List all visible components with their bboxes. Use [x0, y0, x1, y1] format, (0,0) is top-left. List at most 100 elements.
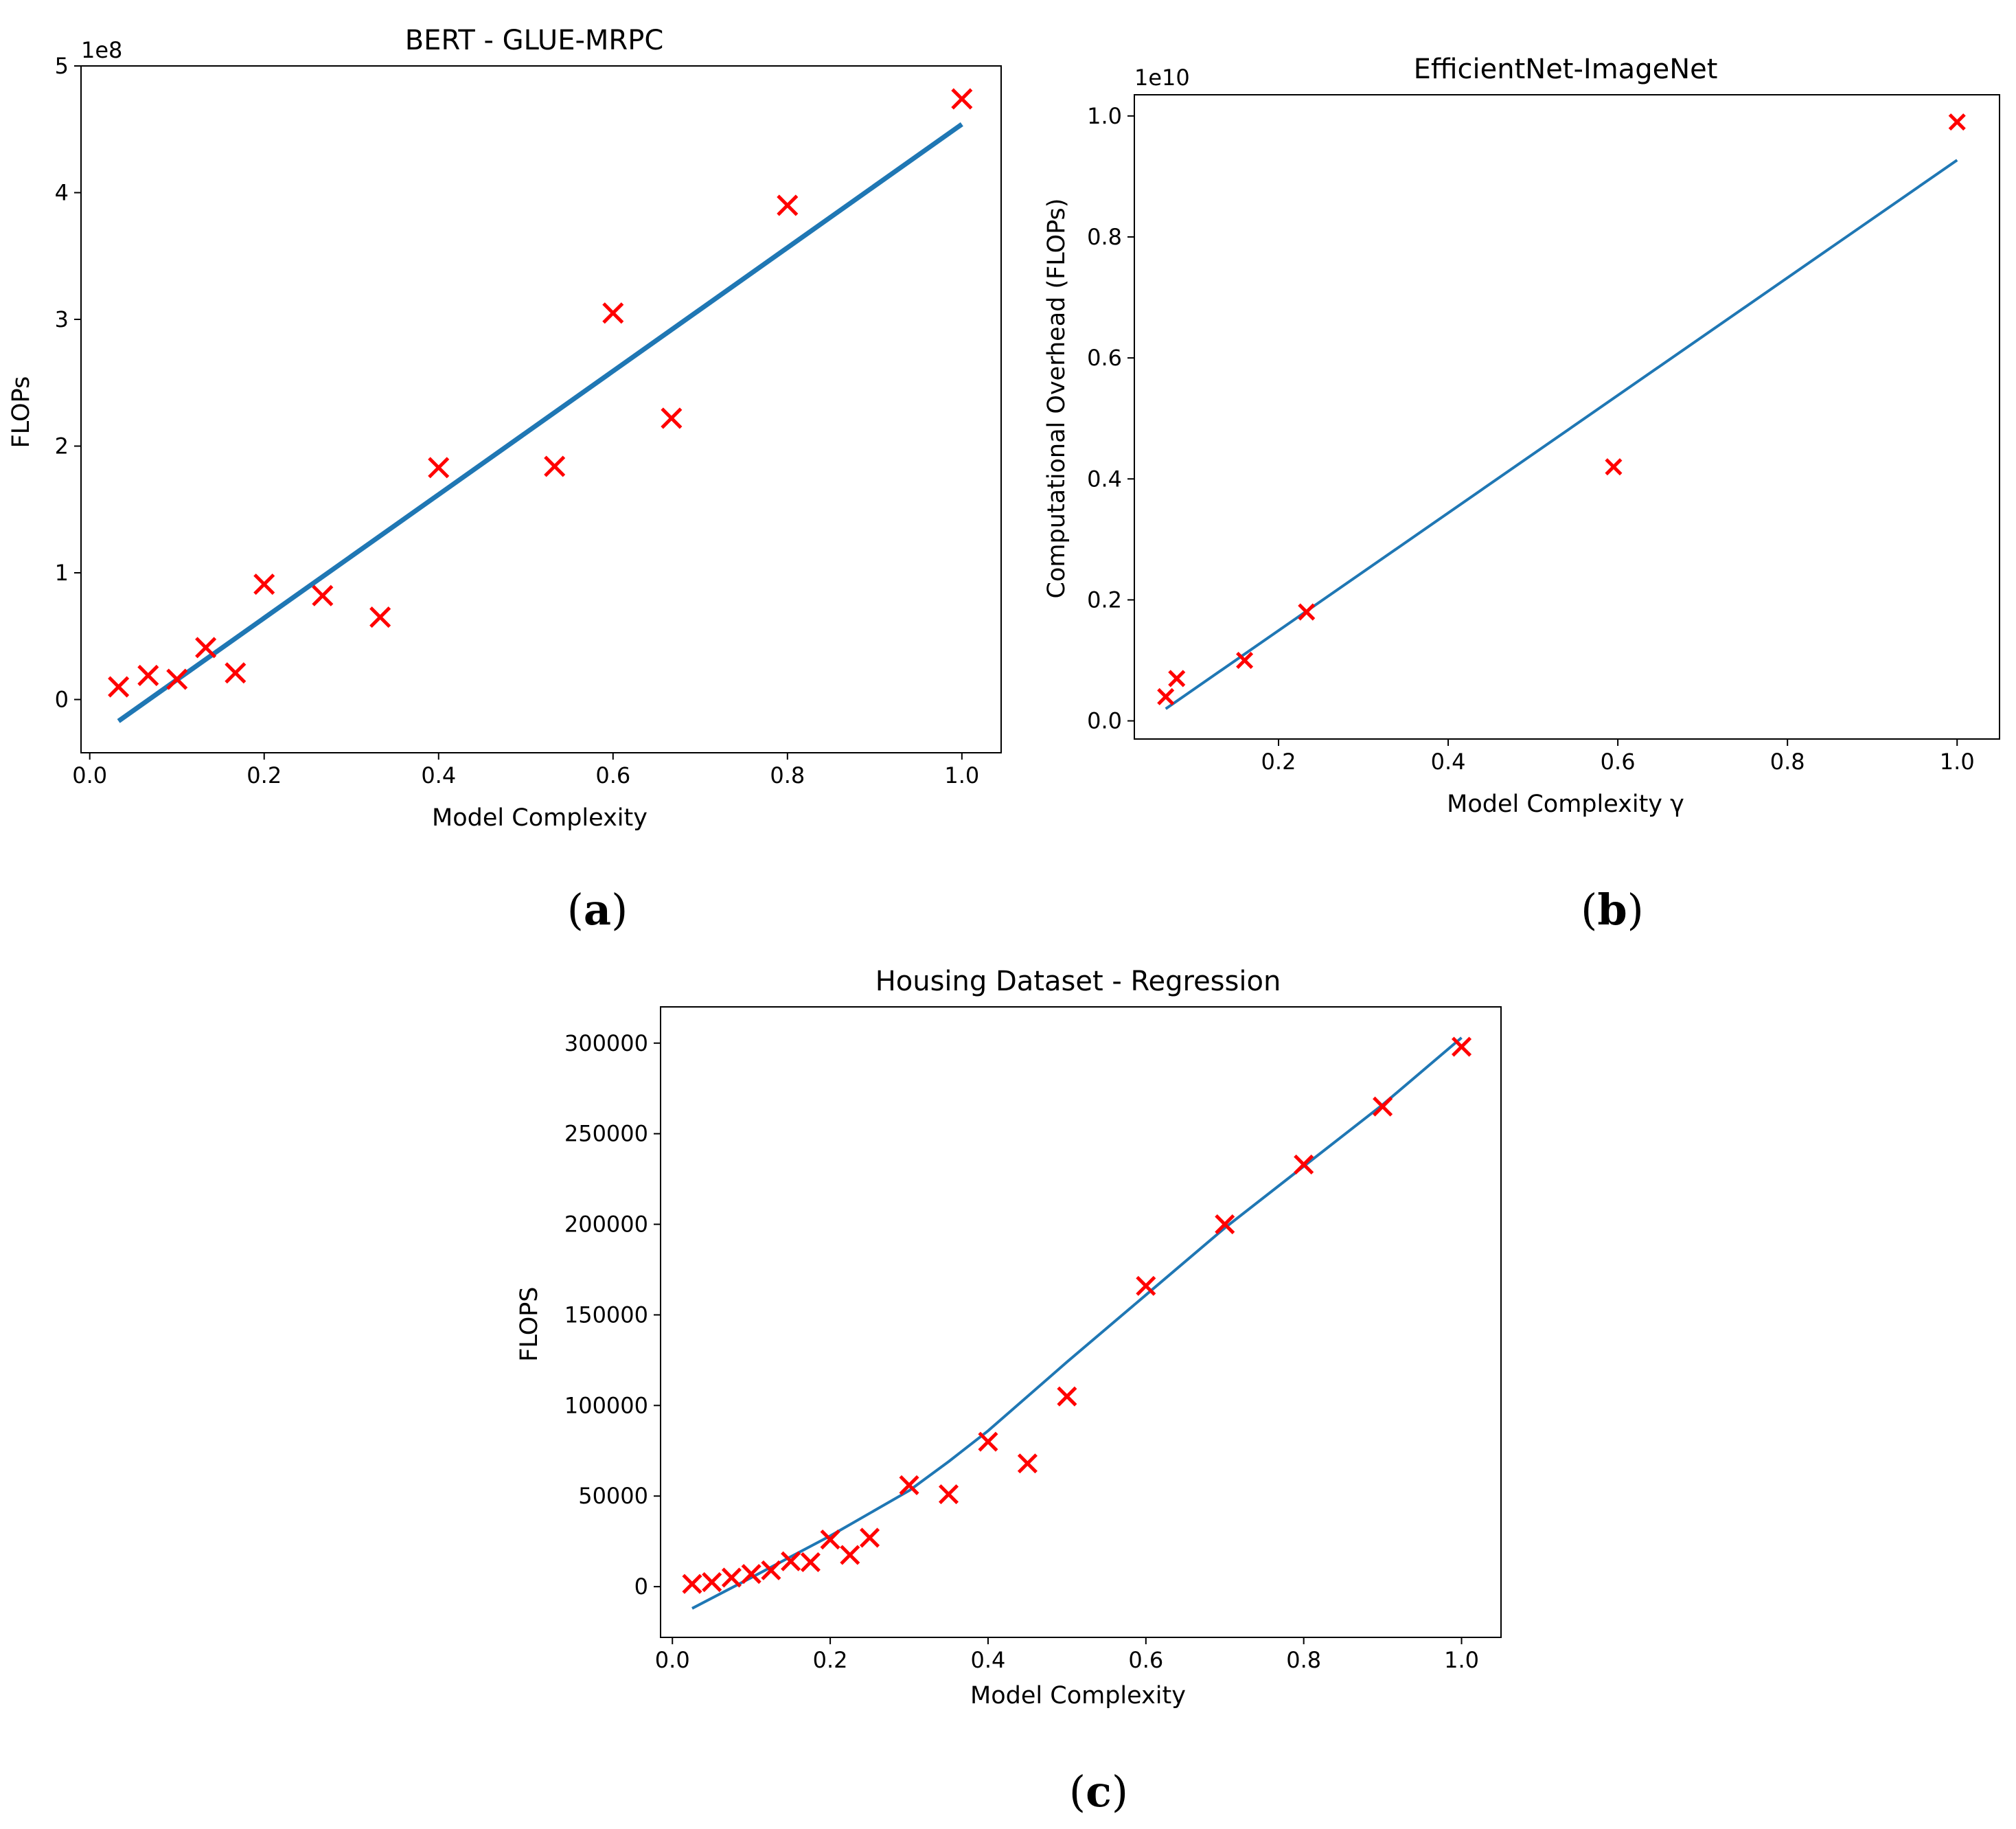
x-tick-label: 0.6 — [1601, 749, 1636, 775]
y-tick-label: 3 — [55, 306, 69, 332]
y-tick-label: 0 — [634, 1574, 648, 1600]
y-tick-label: 0.0 — [1087, 708, 1122, 734]
y-tick-label: 250000 — [564, 1121, 648, 1147]
x-axis-label: Model Complexity γ — [1447, 791, 1684, 818]
plot-area: 0.2 0.4 0.6 0.8 1.0 0.0 0.2 0.4 0.6 0.8 1.0 — [1087, 94, 2000, 775]
data-point — [544, 455, 566, 477]
data-point — [253, 573, 275, 595]
data-point — [820, 1530, 840, 1550]
panel-label-b: (b) — [1581, 885, 1644, 935]
data-point — [781, 1551, 801, 1571]
data-point — [702, 1572, 722, 1593]
fit-line — [117, 122, 963, 723]
data-point — [1373, 1096, 1393, 1117]
axes-frame — [80, 65, 1002, 753]
data-point — [682, 1574, 702, 1594]
x-axis-label: Model Complexity — [970, 1682, 1186, 1709]
data-point — [1298, 603, 1316, 621]
y-offset-text: 1e8 — [81, 37, 122, 63]
data-point — [978, 1431, 998, 1452]
x-tick-label: 1.0 — [1444, 1647, 1479, 1673]
data-point — [951, 88, 973, 110]
data-point — [721, 1567, 742, 1588]
chart-housing-regression: Housing Dataset - Regression 0.0 0.2 0.4 0.… — [516, 966, 1502, 1709]
y-tick-label: 0.8 — [1087, 224, 1122, 250]
data-point — [840, 1545, 860, 1565]
y-tick-label: 5 — [55, 53, 69, 79]
data-point — [1236, 651, 1254, 670]
data-point — [369, 606, 391, 628]
y-tick-label: 1 — [55, 560, 69, 586]
data-point — [938, 1484, 959, 1505]
data-point — [428, 457, 450, 479]
fit-line — [1165, 159, 1958, 710]
data-point — [800, 1552, 821, 1573]
x-tick-label: 0.4 — [1431, 749, 1466, 775]
data-point — [1948, 113, 1966, 131]
x-tick-label: 0.6 — [595, 762, 630, 788]
data-point — [761, 1560, 781, 1580]
x-tick-label: 0.4 — [971, 1647, 1006, 1673]
data-point — [602, 302, 624, 324]
data-point — [1168, 670, 1186, 688]
data-point — [1057, 1386, 1077, 1407]
data-point — [860, 1527, 880, 1548]
data-point — [1605, 458, 1623, 476]
panel-label-c: (c) — [1069, 1766, 1128, 1817]
panel-label-a: (a) — [567, 885, 628, 935]
data-point — [1294, 1154, 1314, 1175]
fit-line — [691, 1036, 1463, 1610]
y-axis-label: FLOPS — [516, 1286, 543, 1361]
chart-title: BERT - GLUE-MRPC — [405, 25, 664, 56]
x-axis-label: Model Complexity — [432, 804, 648, 832]
plot-area: 0.0 0.2 0.4 0.6 0.8 1.0 0 50000 100000 150000 2000… — [564, 1006, 1502, 1673]
axes-frame — [660, 1006, 1502, 1638]
axes-frame — [1134, 94, 2000, 740]
y-tick-label: 0 — [55, 687, 69, 713]
y-tick-label: 2 — [55, 433, 69, 459]
chart-efficientnet-imagenet: EfficientNet-ImageNet 1e10 0.2 0.4 0.6 0.8 1… — [1043, 54, 2000, 818]
data-point — [195, 637, 217, 659]
data-point — [661, 407, 683, 429]
x-tick-label: 0.8 — [1770, 749, 1805, 775]
x-tick-label: 1.0 — [944, 762, 979, 788]
data-point — [1215, 1214, 1235, 1235]
data-point — [1451, 1036, 1472, 1057]
chart-title: EfficientNet-ImageNet — [1414, 54, 1718, 85]
chart-bert-glue-mrpc: BERT - GLUE-MRPC 1e8 0.0 0.2 0.4 0.6 0.8 1.00… — [8, 25, 1002, 832]
y-tick-label: 4 — [55, 180, 69, 206]
y-tick-label: 100000 — [564, 1392, 648, 1418]
x-tick-label: 0.4 — [421, 762, 456, 788]
y-tick-label: 0.4 — [1087, 466, 1122, 492]
data-point — [777, 194, 799, 216]
y-tick-label: 150000 — [564, 1302, 648, 1328]
data-point — [741, 1564, 761, 1584]
data-point — [1157, 688, 1175, 705]
y-tick-label: 50000 — [578, 1483, 648, 1509]
plot-area: 0.0 0.2 0.4 0.6 0.8 1.0 0 1 2 3 4 5 — [55, 53, 1002, 788]
chart-title: Housing Dataset - Regression — [875, 966, 1281, 997]
x-tick-label: 0.0 — [72, 762, 107, 788]
data-point — [137, 664, 159, 686]
data-point — [899, 1475, 919, 1495]
y-tick-label: 0.2 — [1087, 587, 1122, 613]
x-tick-label: 1.0 — [1940, 749, 1975, 775]
x-tick-label: 0.2 — [247, 762, 282, 788]
x-tick-label: 0.2 — [1261, 749, 1296, 775]
data-point — [1017, 1453, 1038, 1474]
x-tick-label: 0.8 — [1286, 1647, 1321, 1673]
y-offset-text: 1e10 — [1134, 65, 1190, 91]
data-point — [1136, 1275, 1156, 1296]
data-point — [108, 676, 130, 698]
data-point — [166, 668, 188, 690]
data-point — [225, 662, 247, 684]
y-tick-label: 0.6 — [1087, 345, 1122, 371]
x-tick-label: 0.2 — [813, 1647, 848, 1673]
y-tick-label: 200000 — [564, 1212, 648, 1238]
y-axis-label: FLOPs — [8, 376, 35, 448]
y-axis-label: Computational Overhead (FLOPs) — [1043, 198, 1070, 599]
data-point — [312, 584, 334, 606]
y-tick-label: 300000 — [564, 1030, 648, 1056]
x-tick-label: 0.8 — [770, 762, 805, 788]
